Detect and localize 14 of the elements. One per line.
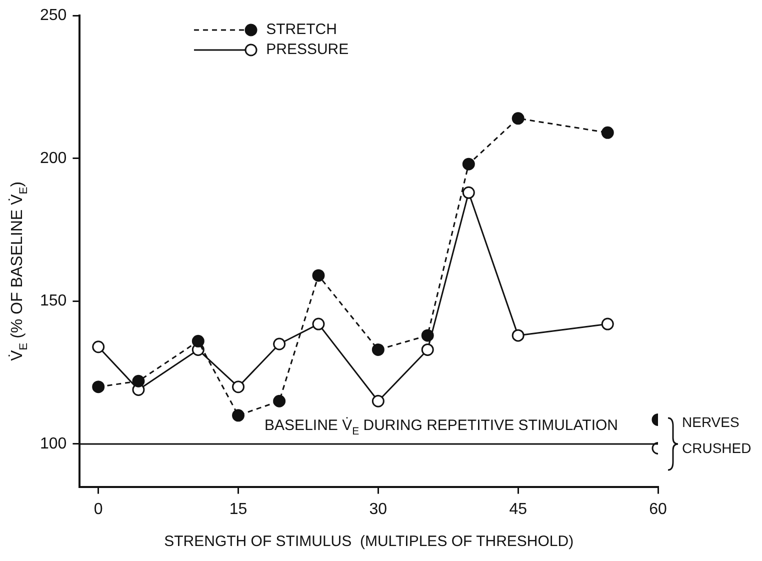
- y-tick-label: 200: [40, 150, 67, 167]
- legend-label: STRETCH: [266, 21, 337, 38]
- y-tick-label: 250: [40, 7, 67, 24]
- annotation: NERVES CRUSHED: [682, 414, 752, 456]
- x-tick-label: 45: [509, 500, 528, 518]
- x-tick-label: 30: [369, 500, 388, 518]
- x-tick-label: 0: [94, 500, 103, 518]
- y-tick-label: 100: [40, 435, 67, 452]
- y-axis-title: V̇E (% OF BASELINE V̇E): [8, 181, 30, 361]
- x-tick-label: 15: [229, 500, 248, 518]
- y-tick-label: 150: [40, 292, 67, 310]
- legend-label: PRESSURE: [266, 41, 349, 58]
- x-tick-label: 60: [649, 500, 667, 518]
- x-axis-title: STRENGTH OF STIMULUS (MULTIPLES OF THRESHOLD): [164, 533, 574, 550]
